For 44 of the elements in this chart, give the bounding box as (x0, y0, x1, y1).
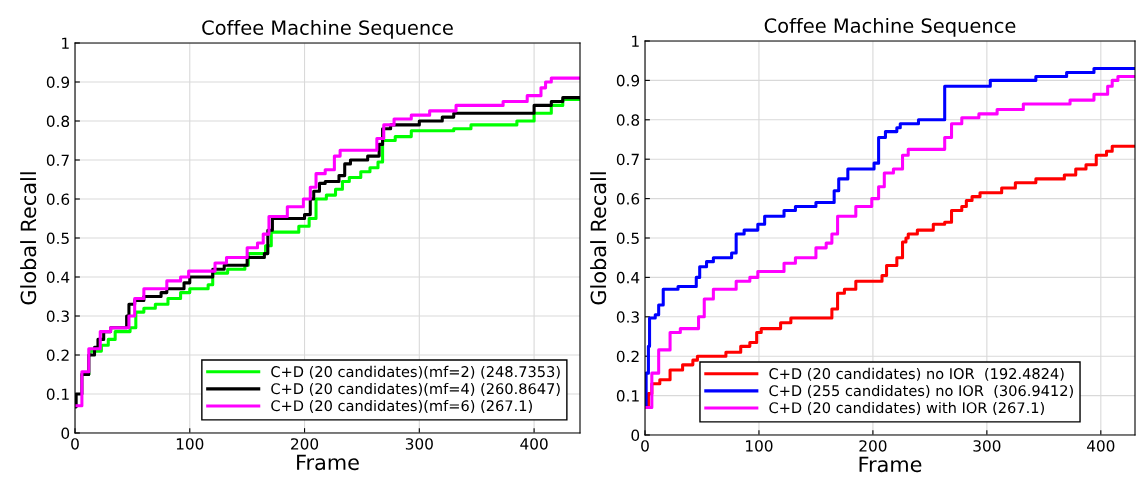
y-axis-title: Global Recall (590, 172, 607, 305)
legend-label: C+D (20 candidates) no IOR (192.4824) (769, 367, 1064, 381)
y-tick-label: 0.7 (616, 153, 639, 166)
legend-label: C+D (20 candidates)(mf=6) (267.1) (271, 399, 532, 413)
y-tick-label: 1 (632, 35, 639, 47)
x-tick-label: 300 (973, 440, 1001, 452)
y-tick-label: 0.2 (46, 349, 69, 362)
x-tick-label: 300 (405, 438, 433, 450)
chart-title: Coffee Machine Sequence (202, 19, 453, 39)
x-tick-label: 200 (859, 440, 887, 452)
y-tick-label: 0.3 (616, 311, 639, 323)
y-tick-label: 0.8 (616, 114, 640, 126)
y-tick-label: 0.6 (46, 193, 70, 206)
x-tick-label: 0 (641, 440, 649, 452)
legend-label: C+D (20 candidates)(mf=2) (248.7353) (271, 365, 560, 379)
y-tick-label: 0.8 (46, 115, 70, 128)
y-tick-label: 0.5 (46, 232, 69, 245)
x-tick-label: 0 (71, 438, 79, 450)
x-axis-title: Frame (297, 454, 359, 471)
legend-label: C+D (255 candidates) no IOR (306.9412) (769, 384, 1073, 398)
y-tick-label: 0.3 (46, 310, 69, 323)
x-tick-label: 100 (746, 440, 773, 452)
y-axis-title: Global Recall (20, 172, 37, 305)
y-tick-label: 0.1 (46, 388, 69, 401)
y-tick-label: 0.9 (616, 74, 640, 87)
y-tick-label: 0.1 (616, 390, 639, 402)
y-tick-label: 0.7 (46, 154, 69, 167)
legend-label: C+D (20 candidates)(mf=4) (260.8647) (271, 382, 560, 396)
y-tick-label: 1 (62, 37, 69, 49)
x-axis-title: Frame (859, 456, 922, 473)
y-tick-label: 0.4 (616, 271, 640, 284)
y-tick-label: 0 (61, 427, 70, 440)
y-tick-label: 0 (631, 429, 640, 442)
x-tick-label: 400 (520, 438, 548, 450)
x-tick-label: 100 (176, 438, 204, 450)
chart-title: Coffee Machine Sequence (764, 17, 1016, 37)
y-tick-label: 0.6 (616, 193, 640, 205)
y-tick-label: 0.4 (46, 271, 70, 284)
y-tick-label: 0.2 (616, 350, 639, 363)
x-tick-label: 400 (1086, 440, 1115, 452)
y-tick-label: 0.5 (616, 232, 639, 245)
x-tick-label: 200 (291, 438, 319, 450)
y-tick-label: 0.9 (46, 76, 70, 89)
legend-label: C+D (20 candidates) with IOR (267.1) (769, 401, 1044, 415)
